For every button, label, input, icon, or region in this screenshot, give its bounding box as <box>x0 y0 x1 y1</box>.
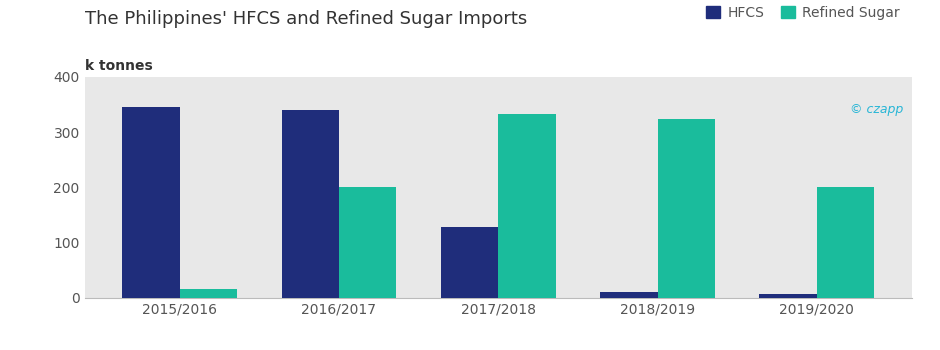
Bar <box>657 119 715 298</box>
Bar <box>760 294 817 298</box>
Text: © czapp: © czapp <box>851 104 903 117</box>
Bar <box>122 107 180 298</box>
Bar <box>817 187 874 298</box>
Bar <box>339 187 397 298</box>
Bar <box>498 114 556 298</box>
Bar <box>180 289 237 298</box>
Bar <box>441 227 498 298</box>
Text: k tonnes: k tonnes <box>85 60 152 74</box>
Bar <box>600 292 657 298</box>
Text: The Philippines' HFCS and Refined Sugar Imports: The Philippines' HFCS and Refined Sugar … <box>85 10 526 28</box>
Bar <box>281 110 339 298</box>
Legend: HFCS, Refined Sugar: HFCS, Refined Sugar <box>701 0 905 25</box>
